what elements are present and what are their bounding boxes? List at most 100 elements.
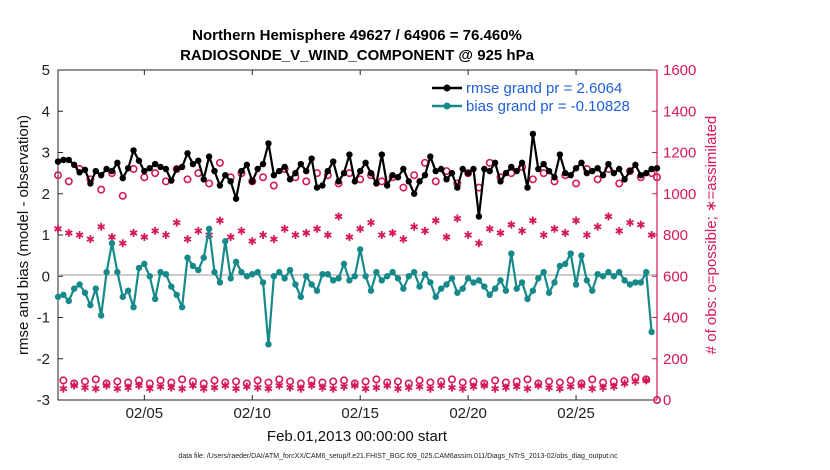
bias-point	[65, 297, 72, 305]
bias-point	[373, 268, 380, 276]
obs-assimilated-point	[528, 216, 537, 225]
obs-assimilated-point	[372, 383, 381, 392]
asterisk-stroke	[210, 384, 219, 391]
asterisk-stroke	[518, 228, 527, 234]
obs-possible-point	[253, 376, 262, 385]
obs-possible-point	[113, 377, 122, 386]
obs-assimilated-point	[437, 381, 446, 390]
rmse-point	[594, 164, 601, 172]
obs-possible-point	[53, 171, 62, 180]
obs-assimilated-point	[313, 224, 321, 233]
asterisk-stroke	[237, 228, 246, 234]
rmse-point	[151, 160, 159, 168]
asterisk-stroke	[232, 385, 241, 392]
rmse-point	[157, 163, 164, 171]
obs-possible-point	[178, 375, 187, 384]
rmse-point	[632, 161, 639, 169]
obs-assimilated-point	[81, 383, 89, 392]
bias-point	[578, 252, 585, 259]
asterisk-stroke	[545, 384, 554, 391]
rmse-point	[589, 167, 596, 175]
rmse-point	[421, 171, 429, 179]
bias-point	[281, 275, 288, 282]
obs-assimilated-point	[232, 384, 241, 393]
bias-point	[351, 273, 359, 280]
rmse-point	[454, 184, 461, 191]
rmse-point	[578, 159, 585, 167]
obs-possible-point	[232, 377, 241, 386]
asterisk-stroke	[275, 382, 284, 389]
bias-point	[497, 277, 504, 284]
obs-assimilated-point	[518, 226, 527, 235]
bias-point	[486, 291, 493, 299]
rmse-point	[297, 160, 305, 168]
obs-assimilated-point	[237, 226, 246, 235]
obs-assimilated-point	[415, 382, 424, 391]
obs-assimilated-point	[269, 235, 278, 244]
asterisk-stroke	[215, 217, 224, 224]
bias-point	[146, 273, 153, 280]
asterisk-stroke	[550, 226, 559, 232]
obs-possible-point	[210, 376, 219, 385]
rmse-point	[556, 151, 564, 158]
y-ticks-right: 0 200 400 600 800 1000 1200 1400 1600	[652, 62, 696, 409]
obs-assimilated-point	[426, 384, 435, 393]
obs-assimilated-point	[210, 383, 219, 392]
bias-point	[216, 279, 224, 286]
y-tick-label-left: 5	[42, 62, 50, 79]
x-tick-label: 02/10	[233, 405, 271, 422]
asterisk-stroke	[161, 232, 170, 238]
rmse-point	[254, 165, 261, 173]
legend-bias-marker	[443, 102, 451, 110]
rmse-point	[303, 167, 310, 175]
bias-point	[427, 279, 434, 286]
asterisk-stroke	[124, 384, 133, 391]
asterisk-stroke	[507, 221, 516, 228]
asterisk-stroke	[302, 230, 311, 236]
obs-assimilated-point	[280, 224, 289, 233]
asterisk-stroke	[167, 384, 176, 391]
rmse-point	[637, 171, 645, 179]
obs-assimilated-point	[91, 384, 100, 393]
obs-assimilated-point	[361, 384, 370, 393]
bias-point	[189, 262, 197, 270]
asterisk-stroke	[70, 382, 79, 389]
obs-assimilated-point	[286, 383, 294, 392]
rmse-point	[54, 158, 62, 165]
bias-series	[54, 225, 655, 348]
y-tick-label-right: 1000	[663, 186, 696, 203]
obs-assimilated-point	[615, 226, 624, 235]
rmse-point	[195, 157, 202, 164]
asterisk-stroke	[421, 228, 429, 234]
bias-point	[108, 240, 116, 247]
y-tick-label-left: 0	[42, 268, 50, 285]
obs-assimilated-point	[480, 381, 489, 390]
asterisk-stroke	[64, 230, 73, 236]
obs-assimilated-point	[329, 384, 338, 393]
obs-assimilated-point	[226, 233, 235, 242]
obs-assimilated-point	[421, 226, 429, 235]
asterisk-stroke	[356, 226, 365, 232]
asterisk-stroke	[259, 232, 267, 238]
obs-assimilated-point	[194, 226, 203, 235]
bias-point	[378, 277, 385, 284]
asterisk-stroke	[248, 238, 257, 244]
obs-assimilated-point	[458, 384, 467, 393]
obs-possible-point	[588, 375, 597, 384]
rmse-point	[405, 178, 412, 185]
bias-point	[340, 260, 348, 268]
asterisk-stroke	[156, 383, 165, 390]
obs-assimilated-point	[323, 231, 332, 239]
obs-assimilated-point	[124, 383, 133, 392]
obs-assimilated-point	[97, 222, 106, 231]
obs-possible-point	[97, 185, 106, 194]
x-tick-label: 02/25	[557, 405, 595, 422]
y-tick-label-left: 1	[42, 227, 50, 244]
rmse-point	[378, 151, 385, 158]
asterisk-stroke	[523, 385, 532, 392]
rmse-point	[211, 167, 218, 175]
rmse-point	[459, 165, 466, 173]
obs-assimilated-point	[307, 381, 316, 390]
bias-point	[626, 281, 634, 288]
asterisk-stroke	[318, 384, 327, 391]
